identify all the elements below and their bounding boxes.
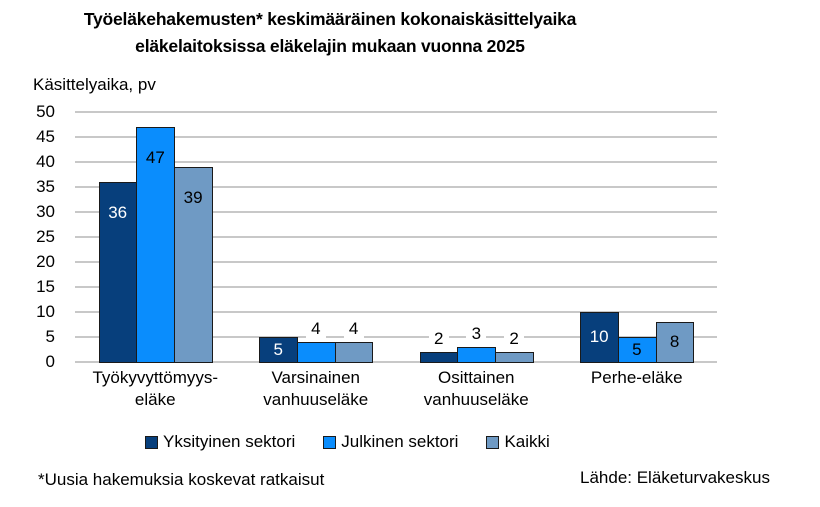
gridline: [75, 161, 717, 163]
y-tick-label: 10: [36, 302, 55, 321]
legend: Yksityinen sektori Julkinen sektori Kaikki: [145, 432, 550, 452]
y-tick-label: 50: [36, 102, 55, 121]
data-label: 2: [428, 330, 449, 348]
y-tick-label: 20: [36, 252, 55, 271]
y-tick-label: 5: [45, 327, 55, 346]
bar-yksityinen-sektori: [98, 182, 138, 363]
legend-swatch-icon: [145, 435, 158, 449]
gridline: [75, 361, 717, 363]
x-category-label: Varsinainen vanhuuseläke: [231, 367, 401, 411]
data-label: 5: [632, 339, 642, 359]
legend-item: Yksityinen sektori: [145, 432, 295, 452]
x-category-label-line: vanhuuseläke: [263, 390, 369, 409]
bar-julkinen-sektori: [296, 342, 336, 363]
gridline: [75, 136, 717, 138]
y-tick-label: 40: [36, 152, 55, 171]
legend-item: Kaikki: [486, 432, 550, 452]
data-label: 47: [145, 148, 165, 167]
gridline: [75, 311, 717, 313]
x-category-label: Työkyvyttömyys-eläke: [70, 367, 240, 411]
data-label: 8: [669, 332, 680, 351]
y-tick-label: 30: [36, 202, 55, 221]
chart-title-line-1: Työeläkehakemusten* keskimääräinen kokon…: [83, 9, 577, 29]
legend-label: Yksityinen sektori: [163, 432, 296, 451]
gridline: [75, 261, 717, 263]
legend-label: Julkinen sektori: [341, 432, 459, 451]
x-category-label-line: Työkyvyttömyys-: [92, 368, 219, 387]
data-label: 10: [589, 327, 609, 346]
x-category-label-line: eläke: [134, 390, 176, 409]
source-note: Lähde: Eläketurvakeskus: [580, 468, 770, 487]
gridline: [75, 211, 717, 213]
gridline: [75, 286, 717, 288]
y-tick-label: 0: [45, 352, 55, 371]
gridline: [75, 186, 717, 188]
y-tick-label: 25: [36, 227, 55, 246]
footnote: *Uusia hakemuksia koskevat ratkaisut: [38, 470, 325, 489]
gridline: [75, 111, 717, 113]
x-category-label-line: vanhuuseläke: [423, 390, 529, 409]
legend-swatch-icon: [323, 435, 337, 449]
x-category-label-line: Osittainen: [437, 368, 515, 387]
x-category-label: Perhe-eläke: [552, 367, 722, 389]
bar-julkinen-sektori: [136, 127, 176, 363]
data-label: 4: [343, 320, 364, 338]
bar-kaikki: [334, 342, 374, 363]
y-tick-label: 15: [36, 277, 55, 296]
gridline: [75, 236, 717, 238]
bar-yksityinen-sektori: [419, 352, 459, 363]
legend-swatch-icon: [486, 435, 500, 449]
y-axis-label: Käsittelyaika, pv: [33, 75, 156, 94]
gridline: [75, 336, 717, 338]
bar-kaikki: [495, 352, 534, 363]
legend-label: Kaikki: [504, 432, 550, 451]
y-tick-label: 35: [36, 177, 55, 196]
chart-title-line-2: eläkelaitoksissa eläkelajin mukaan vuonn…: [135, 36, 525, 56]
x-category-label: Osittainen vanhuuseläke: [391, 367, 561, 411]
x-category-label-line: Varsinainen: [271, 368, 361, 387]
y-tick-label: 45: [36, 127, 55, 146]
chart-title: Työeläkehakemusten* keskimääräinen kokon…: [0, 6, 660, 60]
data-label: 39: [183, 188, 203, 207]
data-label: 3: [466, 325, 487, 343]
bar-kaikki: [655, 322, 695, 363]
data-label: 2: [504, 330, 525, 348]
bar-yksityinen-sektori: [580, 312, 619, 363]
data-label: 36: [108, 203, 128, 222]
bar-julkinen-sektori: [457, 347, 497, 363]
x-category-label-line: Perhe-eläke: [590, 368, 683, 387]
data-label: 5: [273, 339, 283, 359]
bar-kaikki: [174, 167, 213, 363]
data-label: 4: [305, 320, 326, 338]
legend-item: Julkinen sektori: [323, 432, 458, 452]
